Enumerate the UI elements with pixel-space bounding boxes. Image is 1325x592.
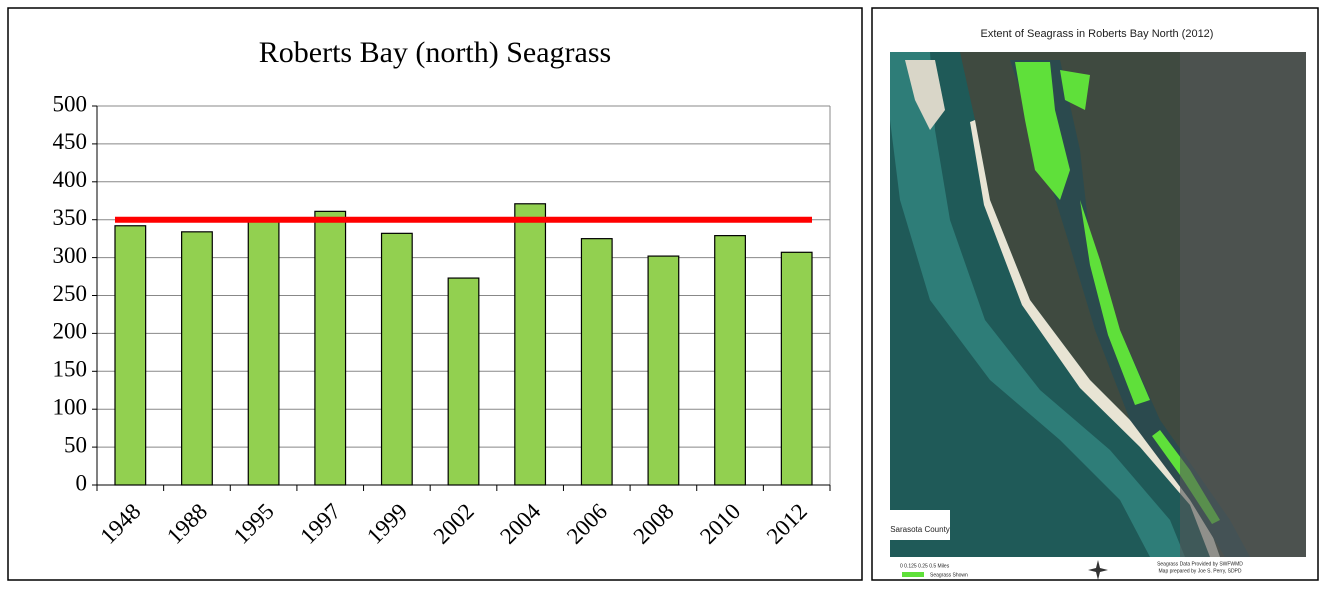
map-panel: Extent of Seagrass in Roberts Bay North …: [872, 8, 1318, 580]
bar: [315, 211, 346, 485]
urban-area: [1180, 52, 1306, 557]
bar: [248, 221, 279, 485]
y-tick-label: 300: [53, 243, 88, 268]
y-tick-label: 350: [53, 205, 88, 230]
y-tick-label: 0: [76, 470, 88, 495]
y-tick-label: 200: [53, 319, 88, 344]
bar: [648, 256, 679, 485]
bar: [581, 239, 612, 485]
bar: [448, 278, 479, 485]
scale-text: 0 0.125 0.25 0.5 Miles: [900, 563, 950, 569]
y-tick-label: 100: [53, 394, 88, 419]
bar: [115, 226, 146, 485]
legend-text: Seagrass Shown: [930, 572, 968, 578]
bar: [182, 232, 213, 485]
y-tick-label: 450: [53, 129, 88, 154]
bar: [382, 233, 413, 485]
y-tick-label: 50: [64, 432, 87, 457]
chart-panel: Roberts Bay (north) Seagrass 0 50 100 150 20…: [8, 8, 862, 580]
screen: Roberts Bay (north) Seagrass 0 50 100 150 20…: [0, 0, 1325, 587]
y-tick-label: 500: [53, 91, 88, 116]
y-tick-label: 400: [53, 167, 88, 192]
y-tick-label: 150: [53, 357, 88, 382]
page: Roberts Bay (north) Seagrass 0 50 100 150 20…: [0, 0, 1325, 587]
y-tick-label: 250: [53, 281, 88, 306]
bar: [515, 204, 546, 485]
legend-swatch: [902, 572, 924, 577]
credit-text: Map prepared by Joe S. Perry, SDPD: [1159, 568, 1242, 574]
map-title: Extent of Seagrass in Roberts Bay North …: [981, 28, 1214, 40]
logo-text: Sarasota County: [890, 525, 950, 534]
bar: [781, 252, 812, 485]
chart-title: Roberts Bay (north) Seagrass: [259, 36, 611, 69]
bar: [715, 236, 746, 485]
credit-text: Seagrass Data Provided by SWFWMD: [1157, 561, 1243, 567]
